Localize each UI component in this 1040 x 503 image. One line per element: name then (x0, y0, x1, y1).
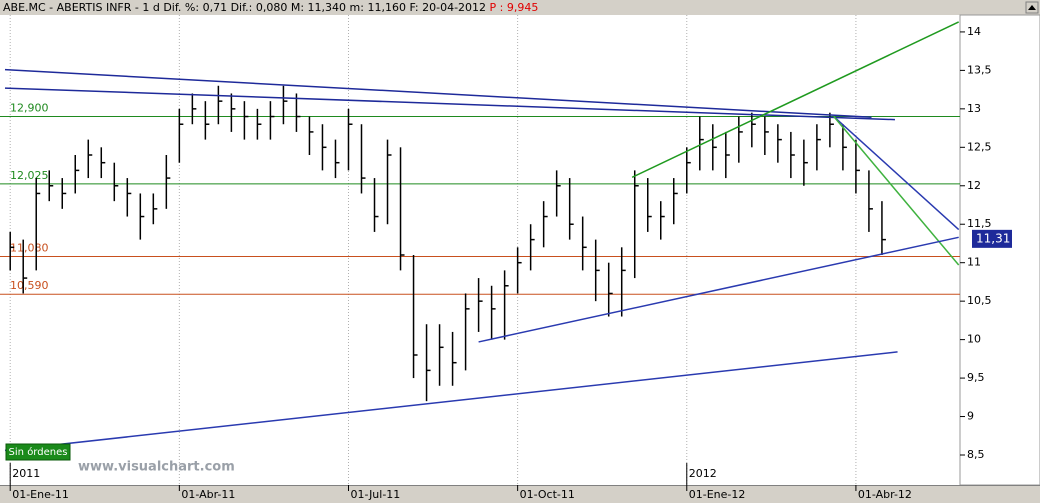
x-tick-label: 01-Abr-11 (181, 488, 235, 501)
orders-button[interactable] (5, 443, 71, 461)
watermark: www.visualchart.com (78, 460, 235, 475)
y-tick-label: 9,5 (967, 371, 985, 384)
orders-button-label[interactable]: Sin órdenes (9, 446, 68, 458)
y-tick-label: 14 (967, 25, 981, 38)
level-label: 12,025 (10, 169, 49, 182)
y-tick-label: 13 (967, 102, 981, 115)
trendline (4, 87, 895, 121)
trendline (631, 21, 960, 178)
trendline (4, 351, 898, 452)
trendline (4, 68, 872, 119)
header-text: ABE.MC - ABERTIS INFR - 1 d Dif. %: 0,71… (3, 1, 538, 14)
price-axis (959, 14, 1040, 486)
x-tick-label: 01-Oct-11 (520, 488, 575, 501)
year-label: 2011 (12, 467, 40, 480)
y-tick-label: 11 (967, 256, 981, 269)
level-label: 10,590 (10, 279, 49, 292)
trendline (833, 116, 960, 266)
trendline (478, 236, 959, 343)
x-tick-label: 01-Ene-12 (689, 488, 746, 501)
year-label: 2012 (689, 467, 717, 480)
scroll-arrow (1028, 5, 1036, 10)
y-tick-label: 10,5 (967, 294, 992, 307)
x-tick-label: 01-Ene-11 (12, 488, 69, 501)
y-tick-label: 11,5 (967, 217, 992, 230)
y-tick-label: 9 (967, 410, 974, 423)
y-tick-label: 13,5 (967, 63, 992, 76)
y-tick-label: 10 (967, 333, 981, 346)
last-price-label: 11,31 (976, 231, 1010, 245)
level-label: 12,900 (10, 102, 49, 115)
trendline (833, 115, 960, 231)
x-tick-label: 01-Abr-12 (858, 488, 912, 501)
x-tick-label: 01-Jul-11 (350, 488, 400, 501)
plot-area (0, 15, 960, 485)
level-label: 11,080 (10, 242, 49, 255)
y-tick-label: 12,5 (967, 140, 992, 153)
header-info: ABE.MC - ABERTIS INFR - 1 d Dif. %: 0,71… (3, 1, 486, 14)
last-price-box (972, 229, 1012, 248)
header-price: P : 9,945 (490, 1, 539, 14)
y-tick-label: 12 (967, 179, 981, 192)
y-tick-label: 8,5 (967, 448, 985, 461)
